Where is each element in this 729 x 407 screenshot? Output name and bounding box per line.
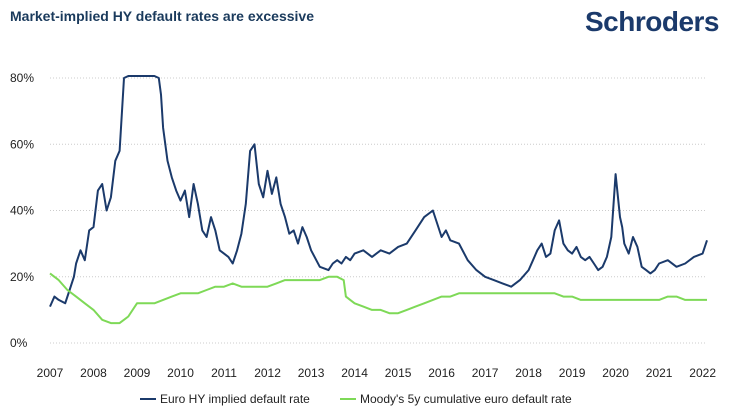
x-tick-label: 2022 — [689, 366, 716, 380]
x-tick-label: 2009 — [124, 366, 151, 380]
brand-logo: Schroders — [585, 6, 720, 37]
y-axis-ticks: 0% 20% 40% 60% 80% — [10, 71, 34, 350]
chart-title: Market-implied HY default rates are exce… — [10, 8, 315, 24]
y-tick-label: 40% — [10, 204, 34, 218]
y-tick-label: 0% — [10, 336, 28, 350]
x-tick-label: 2021 — [646, 366, 673, 380]
series-lines — [49, 75, 708, 325]
y-tick-label: 60% — [10, 137, 34, 151]
x-tick-label: 2016 — [428, 366, 455, 380]
x-tick-label: 2017 — [472, 366, 499, 380]
x-tick-label: 2014 — [341, 366, 368, 380]
x-tick-label: 2012 — [254, 366, 281, 380]
x-tick-label: 2018 — [515, 366, 542, 380]
x-tick-label: 2020 — [602, 366, 629, 380]
y-tick-label: 80% — [10, 71, 34, 85]
series-line-moodys — [49, 272, 707, 325]
series-line-euro-hy — [49, 75, 708, 308]
x-tick-label: 2015 — [385, 366, 412, 380]
x-tick-label: 2013 — [298, 366, 325, 380]
legend-label-euro-hy: Euro HY implied default rate — [160, 392, 310, 406]
x-tick-label: 2010 — [167, 366, 194, 380]
legend: Euro HY implied default rate Moody's 5y … — [140, 392, 572, 406]
y-tick-label: 20% — [10, 270, 34, 284]
x-tick-label: 2008 — [80, 366, 107, 380]
x-axis-ticks: 2007 2008 2009 2010 2011 2012 2013 2014 2015 2016… — [37, 366, 717, 380]
x-tick-label: 2011 — [211, 366, 237, 380]
x-tick-label: 2019 — [559, 366, 586, 380]
x-tick-label: 2007 — [37, 366, 64, 380]
legend-label-moodys: Moody's 5y cumulative euro default rate — [360, 392, 572, 406]
